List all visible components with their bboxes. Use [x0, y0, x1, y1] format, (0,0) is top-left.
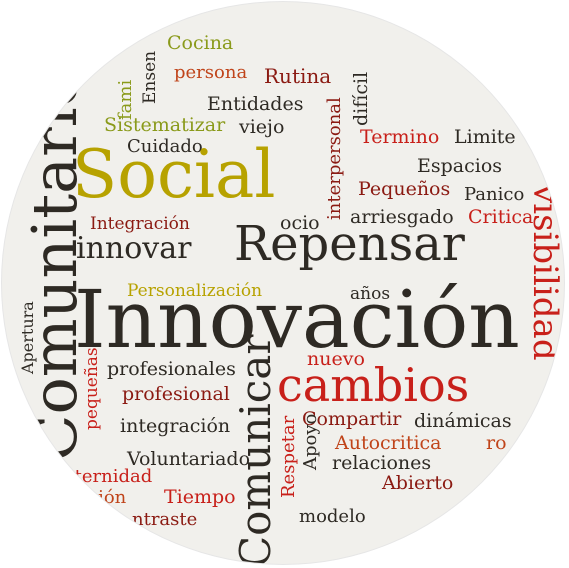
word-integracion-cap: Integración [90, 214, 190, 234]
word-autocritica: Autocritica [335, 432, 442, 454]
word-profesional: profesional [122, 383, 230, 405]
word-rutina: Rutina [264, 64, 332, 88]
word-personalizacion: Personalización [127, 281, 263, 301]
word-repensar: Repensar [234, 216, 465, 272]
word-modelo: modelo [299, 506, 366, 527]
word-innovar: innovar [76, 231, 192, 266]
word-ocio: ocio [280, 212, 320, 234]
word-apoyo: Apoyo [300, 413, 321, 470]
word-eternidad: eternidad [64, 466, 153, 487]
word-dificil: difícil [350, 71, 372, 126]
word-critica: Critica [468, 206, 534, 228]
word-cion: ción [88, 487, 127, 508]
word-viejo: viejo [239, 116, 285, 138]
word-panico: Panico [464, 184, 525, 205]
word-ensen: Ensen [140, 50, 160, 104]
word-anos: años [350, 284, 391, 304]
word-cambios: cambios [277, 358, 470, 412]
word-arriesgado: arriesgado [350, 206, 454, 228]
word-respetar: Respetar [278, 415, 299, 498]
word-ro: ro [486, 432, 507, 454]
word-innovacion: Innovación [74, 273, 520, 366]
word-comunitario: Comunitario [18, 70, 91, 462]
word-pequenos: Pequeños [358, 178, 451, 200]
word-integracion: integración [120, 415, 231, 437]
word-entidades: Entidades [207, 93, 304, 115]
word-sistematizar: Sistematizar [104, 114, 226, 136]
word-contraste: ntraste [132, 509, 198, 530]
word-apertura: Apertura [18, 301, 37, 374]
word-cloud-circle: Cocina fami Ensen persona Rutina difícil… [2, 2, 564, 564]
word-persona: persona [174, 62, 248, 83]
word-termino: Termino [360, 126, 440, 148]
word-interpersonal: interpersonal [324, 97, 345, 220]
word-cocina: Cocina [167, 32, 234, 54]
word-relaciones: relaciones [332, 452, 432, 474]
word-profesionales: profesionales [107, 358, 236, 380]
word-pequenas: pequeñas [82, 347, 102, 430]
word-visibilidad: visibilidad [525, 184, 564, 361]
word-tiempo: Tiempo [164, 486, 236, 508]
word-cuidado: Cuidado [127, 136, 203, 157]
word-voluntariado: Voluntariado [127, 448, 251, 470]
word-dinamicas: dinámicas [414, 410, 512, 432]
word-compartir: Compartir [302, 408, 402, 430]
word-nuevo: nuevo [307, 348, 365, 370]
word-espacios: Espacios [417, 155, 503, 177]
word-limite: Limite [454, 126, 516, 148]
word-social: Social [72, 136, 276, 213]
word-abierto: Abierto [382, 472, 454, 494]
